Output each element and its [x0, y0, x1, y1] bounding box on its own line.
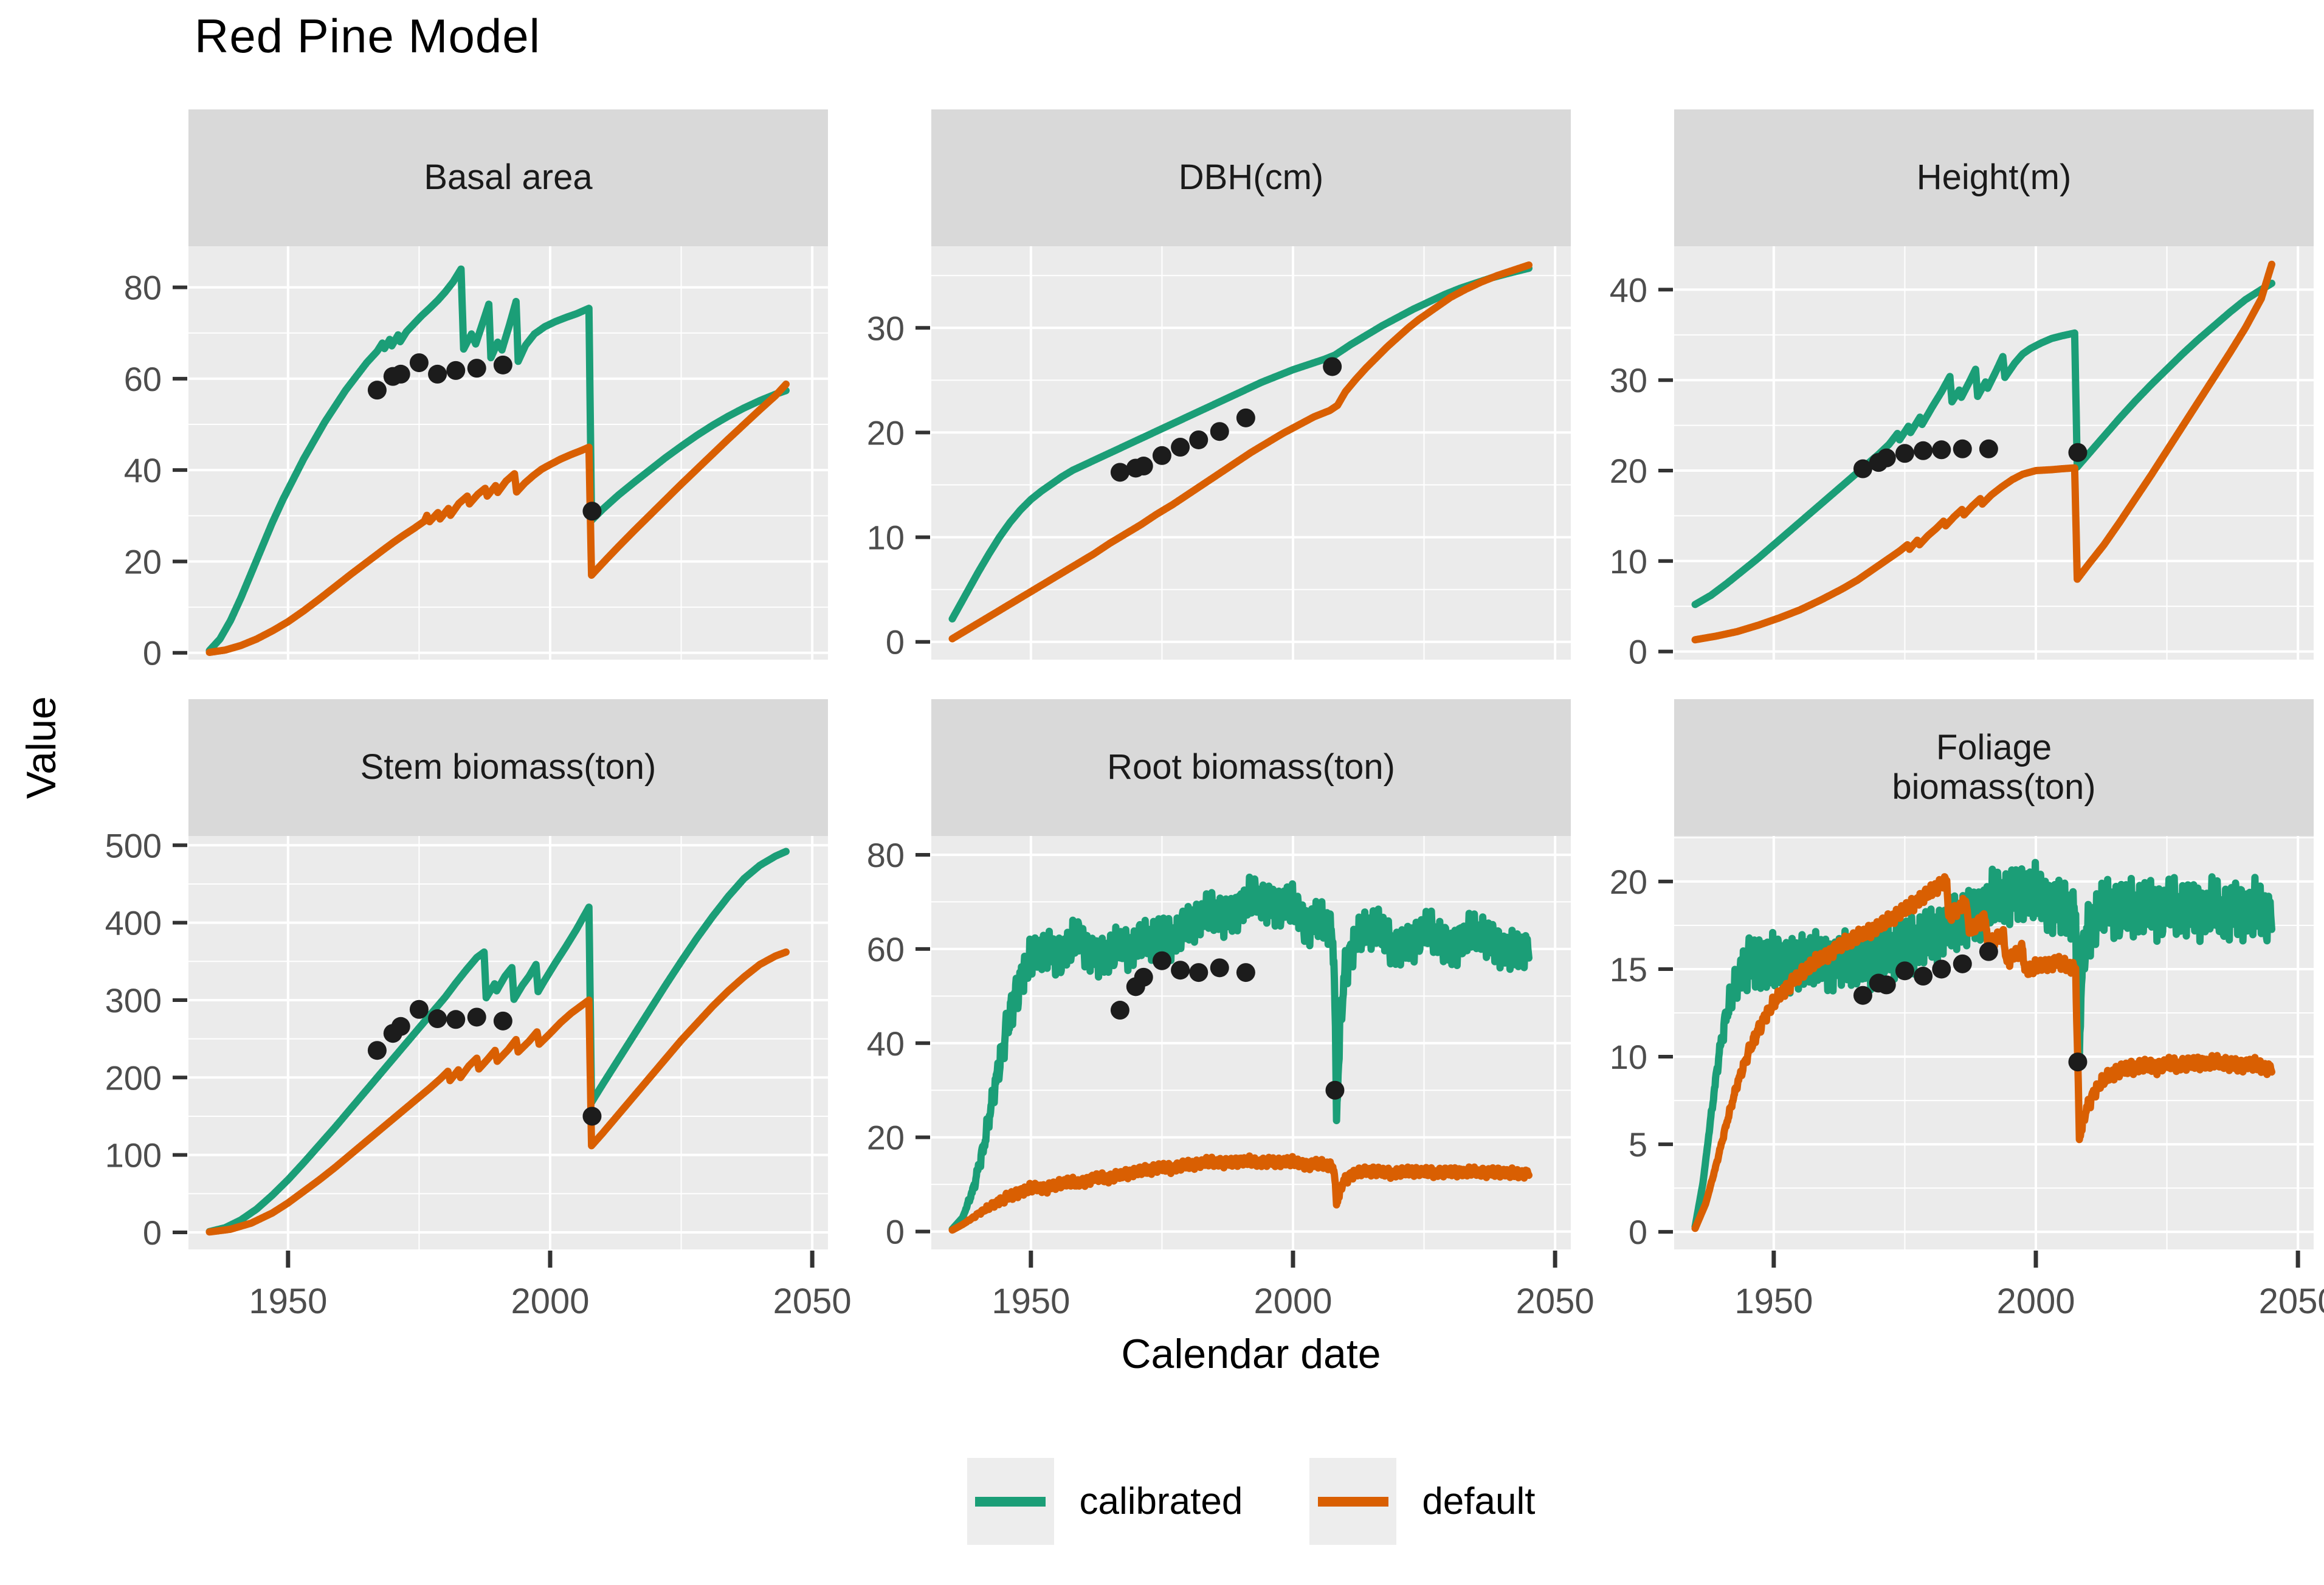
facet-strip: Height(m): [1674, 109, 2314, 246]
calibrated-line-swatch: [975, 1496, 1046, 1507]
facet-svg-4: 0 20 40 60 80 1950 2000 2050: [867, 836, 1595, 1321]
facet-foliage-biomass: Foliage biomass(ton) 0 5 10 15 20 1950 2000 205…: [1571, 699, 2324, 1321]
svg-text:20: 20: [867, 413, 905, 452]
plot-title: Red Pine Model: [195, 9, 540, 63]
facet-strip: Foliage biomass(ton): [1674, 699, 2314, 836]
svg-text:40: 40: [867, 1024, 905, 1063]
facet-svg-3: 0 100 200 300 400 500 1950 2000 2050: [105, 826, 852, 1321]
facet-height: Height(m) 0 10 20 30 40: [1571, 109, 2314, 671]
svg-text:400: 400: [105, 904, 162, 942]
svg-text:10: 10: [867, 519, 905, 557]
svg-text:2050: 2050: [2259, 1282, 2324, 1321]
facet-root-biomass: Root biomass(ton) 0 20 40 60 80 1950 2000 2050: [828, 699, 1595, 1321]
legend-label-default: default: [1422, 1480, 1536, 1522]
svg-text:40: 40: [1610, 271, 1647, 309]
svg-text:1950: 1950: [249, 1282, 327, 1321]
facet-svg-2: 0 10 20 30 40: [1610, 246, 2314, 671]
svg-text:300: 300: [105, 981, 162, 1020]
x-axis-title: Calendar date: [1121, 1331, 1381, 1377]
facet-svg-5: 0 5 10 15 20 1950 2000 2050: [1610, 836, 2324, 1321]
svg-text:10: 10: [1610, 542, 1647, 581]
svg-text:15: 15: [1610, 950, 1647, 989]
legend-key-calibrated: [967, 1458, 1054, 1545]
svg-text:80: 80: [867, 836, 905, 874]
svg-text:2050: 2050: [773, 1282, 852, 1321]
svg-text:100: 100: [105, 1136, 162, 1175]
facet-strip: Stem biomass(ton): [188, 699, 828, 836]
svg-text:1950: 1950: [1734, 1282, 1813, 1321]
svg-text:0: 0: [886, 1213, 905, 1251]
facet-stem-biomass: Stem biomass(ton) 0 100 200 300 400 500 1950 20…: [85, 699, 852, 1321]
svg-text:30: 30: [867, 309, 905, 347]
svg-text:20: 20: [1610, 452, 1647, 490]
svg-text:40: 40: [124, 451, 162, 489]
svg-text:20: 20: [124, 542, 162, 581]
facet-svg-1: 0 10 20 30: [867, 246, 1571, 661]
svg-text:0: 0: [886, 623, 905, 661]
svg-text:1950: 1950: [991, 1282, 1070, 1321]
facet-strip: Root biomass(ton): [931, 699, 1571, 836]
svg-text:5: 5: [1629, 1125, 1647, 1164]
svg-text:2000: 2000: [1253, 1282, 1332, 1321]
facet-dbh: DBH(cm) 0 10 20 30: [828, 109, 1571, 661]
svg-text:0: 0: [143, 1214, 162, 1252]
facet-strip: Basal area: [188, 109, 828, 246]
svg-text:20: 20: [867, 1119, 905, 1157]
facet-svg-0: 0 20 40 60 80: [124, 246, 828, 672]
svg-text:200: 200: [105, 1058, 162, 1097]
svg-text:500: 500: [105, 826, 162, 865]
svg-text:0: 0: [143, 634, 162, 672]
legend-item-calibrated: calibrated: [967, 1458, 1243, 1545]
svg-text:20: 20: [1610, 863, 1647, 901]
legend-label-calibrated: calibrated: [1079, 1480, 1243, 1522]
svg-text:2050: 2050: [1516, 1282, 1595, 1321]
svg-text:2000: 2000: [511, 1282, 589, 1321]
svg-text:60: 60: [124, 360, 162, 398]
svg-text:80: 80: [124, 269, 162, 307]
svg-text:0: 0: [1629, 633, 1647, 671]
legend: calibrated default: [188, 1458, 2314, 1545]
facet-strip: DBH(cm): [931, 109, 1571, 246]
legend-key-default: [1309, 1458, 1397, 1545]
svg-text:2000: 2000: [1996, 1282, 2075, 1321]
y-axis-title: Value: [18, 696, 64, 799]
svg-text:0: 0: [1629, 1213, 1647, 1251]
svg-text:30: 30: [1610, 361, 1647, 399]
default-line-swatch: [1317, 1496, 1388, 1507]
facet-basal-area: Basal area 0 20 40 60 80: [85, 109, 828, 672]
legend-item-default: default: [1309, 1458, 1535, 1545]
svg-text:60: 60: [867, 930, 905, 969]
svg-text:10: 10: [1610, 1038, 1647, 1076]
